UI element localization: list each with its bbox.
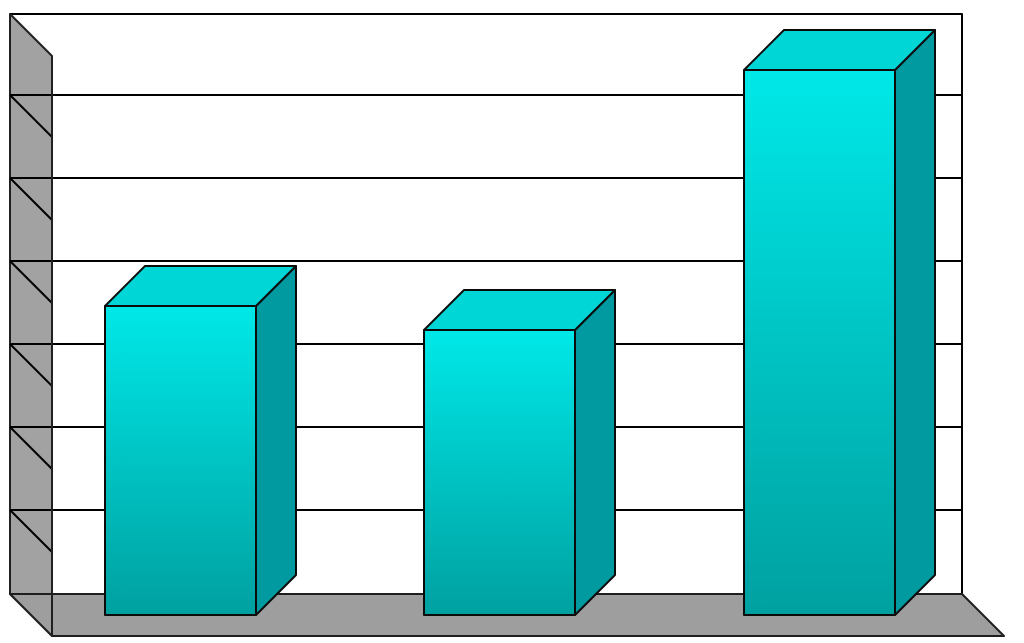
bar-side <box>256 266 296 615</box>
bar-3 <box>744 30 935 615</box>
bar-front <box>744 70 895 615</box>
bar-1 <box>105 266 296 615</box>
bar-front <box>424 330 575 615</box>
bar-side <box>895 30 935 615</box>
bar-2 <box>424 290 615 615</box>
bar-side <box>575 290 615 615</box>
bar-front <box>105 306 256 615</box>
chart-svg <box>0 0 1024 643</box>
left-wall <box>10 14 52 636</box>
bar-chart-3d <box>0 0 1024 643</box>
